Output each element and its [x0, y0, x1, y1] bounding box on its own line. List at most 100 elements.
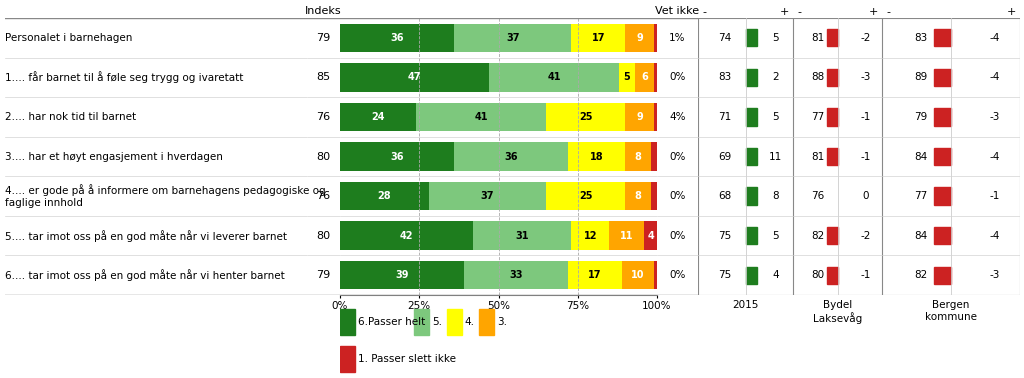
Text: 9: 9: [636, 33, 643, 43]
Text: 69: 69: [718, 152, 731, 161]
Text: 17: 17: [589, 270, 602, 280]
Bar: [745, 266, 757, 284]
Text: 5: 5: [624, 72, 630, 82]
Text: 89: 89: [914, 72, 928, 82]
Text: 8: 8: [635, 191, 641, 201]
Text: 47: 47: [408, 72, 421, 82]
Bar: [479, 309, 494, 335]
Text: 5.: 5.: [432, 317, 442, 327]
Text: 79: 79: [316, 270, 331, 280]
Text: -: -: [797, 7, 801, 17]
Bar: [935, 148, 951, 165]
Text: 37: 37: [480, 191, 495, 201]
Bar: [416, 103, 546, 131]
Bar: [935, 69, 951, 86]
Text: 5: 5: [772, 112, 779, 122]
Text: 36: 36: [505, 152, 518, 161]
Bar: [626, 23, 654, 52]
Text: 76: 76: [811, 191, 824, 201]
Text: 4%: 4%: [670, 112, 686, 122]
Text: 83: 83: [914, 33, 928, 43]
Bar: [568, 142, 626, 171]
Text: 4: 4: [772, 270, 779, 280]
Bar: [745, 187, 757, 205]
Text: -4: -4: [990, 231, 1000, 241]
Text: 3.: 3.: [498, 317, 507, 327]
Text: -: -: [886, 7, 890, 17]
Text: 80: 80: [316, 152, 331, 161]
Text: 75: 75: [718, 270, 731, 280]
Text: -1: -1: [861, 270, 871, 280]
Text: 25: 25: [579, 191, 593, 201]
Text: 85: 85: [316, 72, 331, 82]
Text: 5.... tar imot oss på en god måte når vi leverer barnet: 5.... tar imot oss på en god måte når vi…: [5, 230, 287, 242]
Bar: [340, 309, 355, 335]
Bar: [654, 23, 657, 52]
Text: 76: 76: [316, 112, 331, 122]
Bar: [340, 63, 489, 91]
Text: -3: -3: [861, 72, 871, 82]
Bar: [626, 182, 650, 210]
Bar: [826, 148, 838, 165]
Text: 42: 42: [399, 231, 414, 241]
Bar: [654, 261, 657, 290]
Text: 11: 11: [621, 231, 634, 241]
Text: 36: 36: [390, 152, 403, 161]
Text: 0%: 0%: [670, 270, 686, 280]
Text: 0: 0: [863, 191, 869, 201]
Bar: [935, 266, 951, 284]
Bar: [546, 182, 626, 210]
Bar: [623, 261, 654, 290]
Text: 81: 81: [811, 33, 824, 43]
Bar: [340, 346, 355, 372]
Text: 41: 41: [474, 112, 487, 122]
Bar: [654, 103, 657, 131]
Text: +: +: [779, 7, 790, 17]
Bar: [935, 29, 951, 46]
Bar: [626, 142, 650, 171]
Text: 82: 82: [811, 231, 824, 241]
Text: 1.... får barnet til å føle seg trygg og ivaretatt: 1.... får barnet til å føle seg trygg og…: [5, 71, 244, 83]
Text: -4: -4: [990, 33, 1000, 43]
Bar: [489, 63, 618, 91]
Text: 25: 25: [579, 112, 593, 122]
Bar: [826, 227, 838, 244]
Text: 84: 84: [914, 231, 928, 241]
Text: 36: 36: [390, 33, 403, 43]
Text: 1%: 1%: [670, 33, 686, 43]
Text: 0%: 0%: [670, 191, 686, 201]
Text: -1: -1: [861, 112, 871, 122]
Bar: [826, 266, 838, 284]
Bar: [826, 108, 838, 125]
Text: 2015: 2015: [732, 300, 759, 310]
Text: 24: 24: [372, 112, 385, 122]
Text: 12: 12: [584, 231, 597, 241]
Bar: [745, 108, 757, 125]
Text: -3: -3: [990, 270, 1000, 280]
Text: -4: -4: [990, 152, 1000, 161]
Text: 0%: 0%: [670, 231, 686, 241]
Text: 4: 4: [647, 231, 654, 241]
Bar: [414, 309, 429, 335]
Text: 76: 76: [316, 191, 331, 201]
Bar: [340, 222, 473, 250]
Text: 4.: 4.: [465, 317, 475, 327]
Text: Bergen
kommune: Bergen kommune: [925, 300, 977, 322]
Text: 6: 6: [641, 72, 648, 82]
Text: Indeks: Indeks: [305, 6, 342, 16]
Bar: [571, 23, 626, 52]
Text: 68: 68: [718, 191, 731, 201]
Text: 74: 74: [718, 33, 731, 43]
Text: 4.... er gode på å informere om barnehagens pedagogiske og
faglige innhold: 4.... er gode på å informere om barnehag…: [5, 184, 326, 208]
Text: 9: 9: [636, 112, 643, 122]
Text: 6.... tar imot oss på en god måte når vi henter barnet: 6.... tar imot oss på en god måte når vi…: [5, 269, 285, 281]
Bar: [340, 23, 454, 52]
Text: 39: 39: [395, 270, 409, 280]
Text: 79: 79: [914, 112, 928, 122]
Text: -2: -2: [861, 33, 871, 43]
Bar: [454, 142, 568, 171]
Text: Personalet i barnehagen: Personalet i barnehagen: [5, 33, 132, 43]
Text: 81: 81: [811, 152, 824, 161]
Text: 31: 31: [515, 231, 529, 241]
Text: 79: 79: [316, 33, 331, 43]
